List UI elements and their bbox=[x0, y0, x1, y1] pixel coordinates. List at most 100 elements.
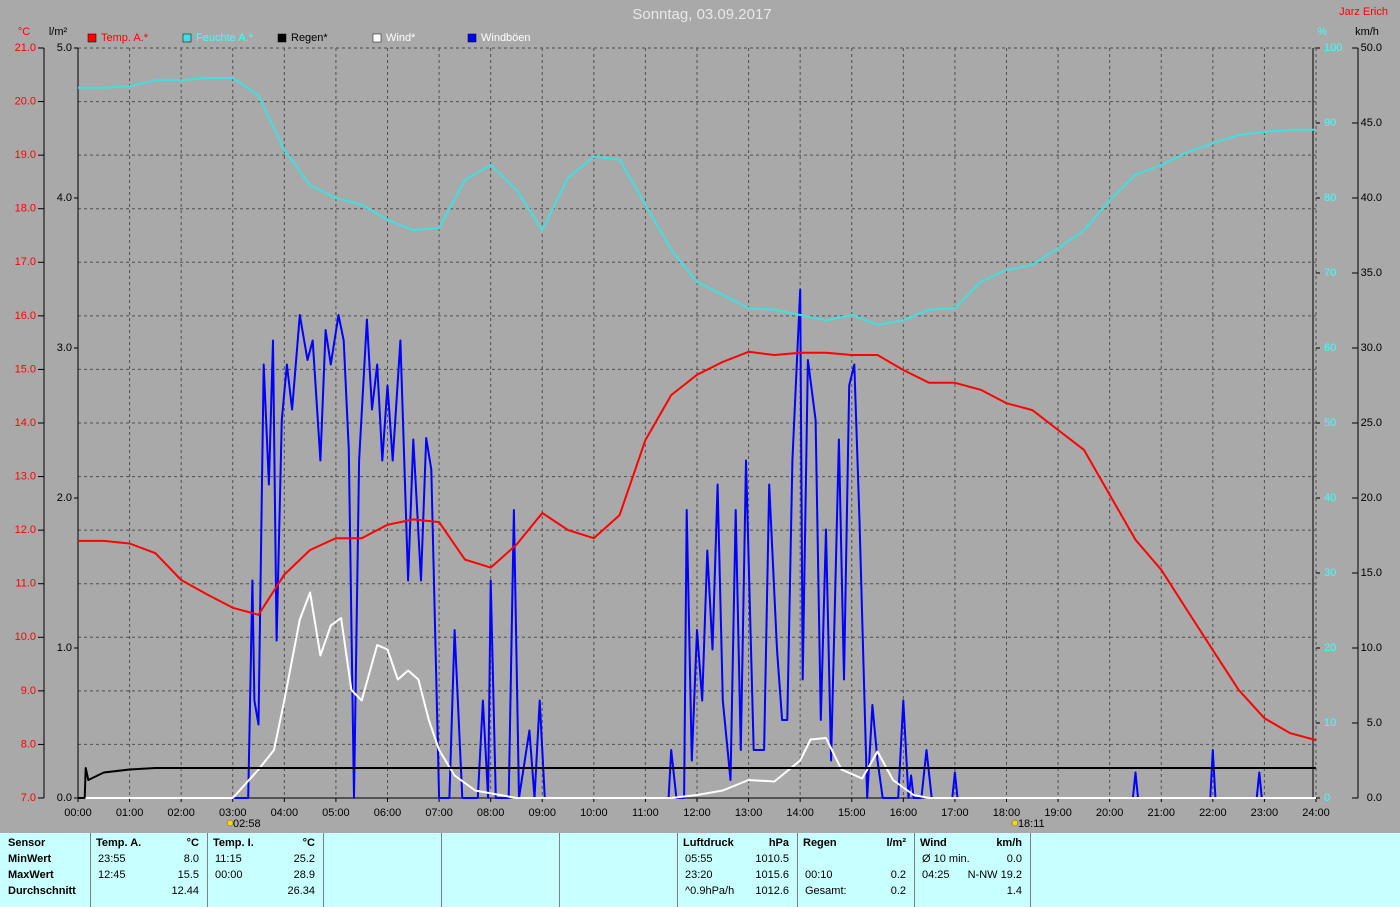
column-header: Luftdruck bbox=[683, 837, 734, 849]
x-tick-label: 07:00 bbox=[425, 807, 453, 819]
cell-time: 23:55 bbox=[98, 853, 126, 865]
x-tick-label: 06:00 bbox=[374, 807, 402, 819]
series-line bbox=[78, 288, 1316, 799]
annotation-label: 02:58 bbox=[233, 818, 261, 830]
x-tick-label: 10:00 bbox=[580, 807, 608, 819]
legend-label: Feuchte A.* bbox=[196, 32, 254, 44]
y-tick-label: 16.0 bbox=[15, 310, 36, 322]
legend-label: Regen* bbox=[291, 32, 328, 44]
row-label: MinWert bbox=[8, 853, 52, 865]
column-unit: °C bbox=[186, 837, 199, 849]
column-unit: km/h bbox=[996, 837, 1022, 849]
y4-tick-label: 45.0 bbox=[1361, 117, 1382, 129]
legend-swatch bbox=[372, 33, 382, 43]
y3-tick-label: 20 bbox=[1324, 642, 1336, 654]
y3-tick-label: 10 bbox=[1324, 717, 1336, 729]
x-tick-label: 19:00 bbox=[1044, 807, 1072, 819]
y-tick-label: 17.0 bbox=[15, 256, 36, 268]
x-tick-label: 24:00 bbox=[1302, 807, 1330, 819]
axis-unit: l/m² bbox=[49, 26, 68, 38]
cell-value: 26.34 bbox=[287, 885, 315, 897]
row-label: Durchschnitt bbox=[8, 885, 76, 897]
stats-table: Sensor MinWert MaxWert Durchschnitt Temp. A.… bbox=[0, 833, 1400, 907]
cell-time: 05:55 bbox=[685, 853, 713, 865]
cell-value: 25.2 bbox=[293, 853, 315, 865]
y-tick-label: 13.0 bbox=[15, 470, 36, 482]
series-line bbox=[78, 77, 1316, 326]
y-tick-label: 14.0 bbox=[15, 417, 36, 429]
x-tick-label: 08:00 bbox=[477, 807, 505, 819]
x-tick-label: 03:00 bbox=[219, 807, 247, 819]
x-tick-label: 20:00 bbox=[1096, 807, 1124, 819]
column-header: Regen bbox=[803, 837, 837, 849]
background bbox=[0, 0, 1400, 833]
cell-time: 00:00 bbox=[215, 869, 243, 881]
y2-tick-label: 0.0 bbox=[57, 792, 72, 804]
axis-unit: % bbox=[1317, 26, 1327, 38]
x-tick-label: 11:00 bbox=[632, 807, 659, 819]
x-tick-label: 15:00 bbox=[838, 807, 866, 819]
y-tick-label: 21.0 bbox=[15, 42, 36, 54]
series-line bbox=[78, 350, 1317, 742]
y2-tick-label: 4.0 bbox=[57, 192, 72, 204]
cell-time: 00:10 bbox=[805, 869, 833, 881]
y-tick-label: 18.0 bbox=[15, 203, 36, 215]
y4-tick-label: 15.0 bbox=[1361, 567, 1382, 579]
cell-value: 0.2 bbox=[890, 885, 906, 897]
x-tick-label: 23:00 bbox=[1251, 807, 1279, 819]
chart-title: Sonntag, 03.09.2017 bbox=[632, 6, 771, 23]
y3-tick-label: 0 bbox=[1324, 792, 1330, 804]
cell-value: 1010.5 bbox=[755, 853, 789, 865]
column-unit: hPa bbox=[768, 837, 789, 849]
chart: Sonntag, 03.09.2017 Jarz Erich °C l/m² %… bbox=[0, 0, 1400, 833]
cell-time: 12:45 bbox=[98, 869, 126, 881]
column-separator bbox=[914, 833, 915, 907]
x-tick-label: 04:00 bbox=[271, 807, 299, 819]
cell-time: 11:15 bbox=[215, 853, 242, 865]
y-tick-label: 12.0 bbox=[15, 524, 36, 536]
column-separator bbox=[207, 833, 208, 907]
y-tick-label: 9.0 bbox=[21, 685, 36, 697]
cell-time: Gesamt: bbox=[805, 885, 847, 897]
y3-tick-label: 30 bbox=[1324, 567, 1336, 579]
column-unit: °C bbox=[302, 837, 315, 849]
y4-tick-label: 10.0 bbox=[1361, 642, 1382, 654]
annotation-label: 18:11 bbox=[1018, 818, 1045, 830]
y3-tick-label: 100 bbox=[1324, 42, 1342, 54]
y4-tick-label: 25.0 bbox=[1361, 417, 1382, 429]
column-separator bbox=[1030, 833, 1031, 907]
cell-value: 28.9 bbox=[293, 869, 315, 881]
legend-label: Temp. A.* bbox=[101, 32, 149, 44]
cell-value: 0.0 bbox=[1006, 853, 1022, 865]
cell-value: 1.4 bbox=[1006, 885, 1022, 897]
legend-swatch bbox=[182, 33, 192, 43]
y4-tick-label: 20.0 bbox=[1361, 492, 1382, 504]
column-header: Temp. I. bbox=[213, 837, 254, 849]
column-unit: l/m² bbox=[886, 837, 906, 849]
legend-label: Windböen bbox=[481, 32, 531, 44]
x-tick-label: 16:00 bbox=[890, 807, 918, 819]
cell-value: 15.5 bbox=[177, 869, 199, 881]
y3-tick-label: 60 bbox=[1324, 342, 1336, 354]
axis-unit: km/h bbox=[1355, 26, 1379, 38]
y3-tick-label: 90 bbox=[1324, 117, 1336, 129]
y4-tick-label: 40.0 bbox=[1361, 192, 1382, 204]
y4-tick-label: 30.0 bbox=[1361, 342, 1382, 354]
cell-value: 1015.6 bbox=[755, 869, 789, 881]
column-separator bbox=[559, 833, 560, 907]
x-tick-label: 00:00 bbox=[64, 807, 92, 819]
x-tick-label: 22:00 bbox=[1199, 807, 1227, 819]
x-tick-label: 01:00 bbox=[116, 807, 144, 819]
series-line bbox=[78, 591, 1316, 799]
column-separator bbox=[90, 833, 91, 907]
y4-tick-label: 50.0 bbox=[1361, 42, 1382, 54]
y4-tick-label: 0.0 bbox=[1367, 792, 1382, 804]
x-tick-label: 02:00 bbox=[167, 807, 195, 819]
x-tick-label: 12:00 bbox=[683, 807, 711, 819]
cell-value: 0.2 bbox=[890, 869, 906, 881]
cell-value: 12.44 bbox=[171, 885, 199, 897]
author: Jarz Erich bbox=[1339, 6, 1388, 18]
cell-time: 23:20 bbox=[685, 869, 713, 881]
x-tick-label: 13:00 bbox=[735, 807, 763, 819]
